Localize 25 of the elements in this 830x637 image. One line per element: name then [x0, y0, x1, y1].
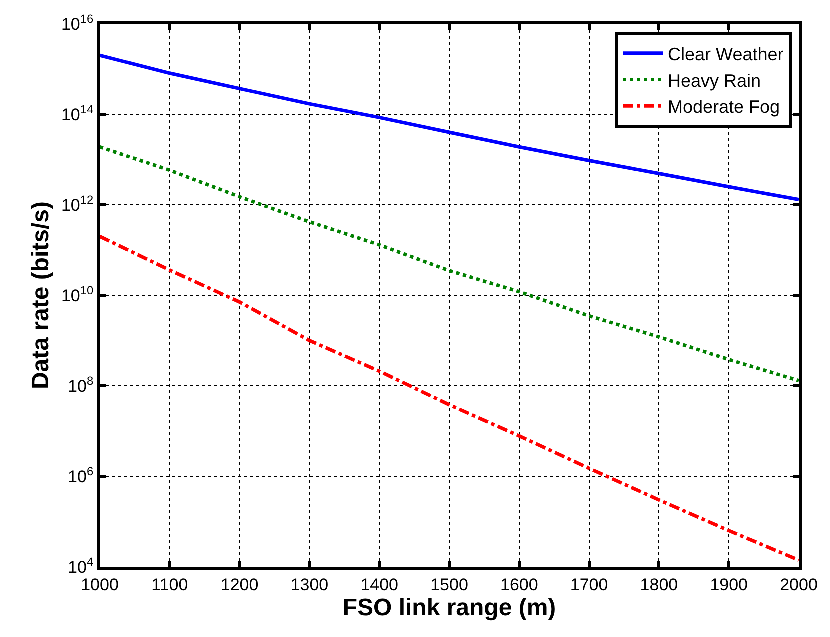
- x-tick-label: 2000: [780, 575, 818, 594]
- x-axis-title: FSO link range (m): [342, 594, 556, 622]
- y-tick-label: 10$^{4}$: [68, 554, 94, 577]
- x-tick-label: 1200: [220, 575, 259, 594]
- y-axis-title: Data rate (bits/s): [28, 201, 55, 390]
- legend-label: Moderate Fog: [668, 97, 780, 118]
- x-tick-label: 1500: [430, 575, 468, 594]
- legend-label: Heavy Rain: [668, 70, 762, 91]
- x-tick-label: 1100: [152, 575, 188, 594]
- y-tick-label: 10$^{16}$: [61, 12, 94, 34]
- x-tick-label: 1800: [640, 575, 678, 594]
- legend-label: Clear Weather: [668, 44, 784, 64]
- x-tick-label: 1000: [81, 575, 119, 594]
- x-tick-label: 1700: [570, 575, 608, 594]
- y-tick-label: 10$^{12}$: [61, 192, 94, 215]
- y-tick-label: 10$^{6}$: [68, 464, 94, 486]
- x-tick-label: 1600: [500, 575, 538, 594]
- line-series: [100, 234, 799, 562]
- x-tick-label: 1900: [710, 575, 748, 594]
- x-tick-label: 1400: [360, 575, 399, 594]
- y-tick-label: 10$^{8}$: [68, 374, 94, 396]
- y-tick-label: 10$^{14}$: [61, 102, 94, 124]
- x-tick-label: 1300: [290, 575, 329, 594]
- y-tick-label: 10$^{10}$: [61, 283, 94, 306]
- line-series: [100, 145, 799, 383]
